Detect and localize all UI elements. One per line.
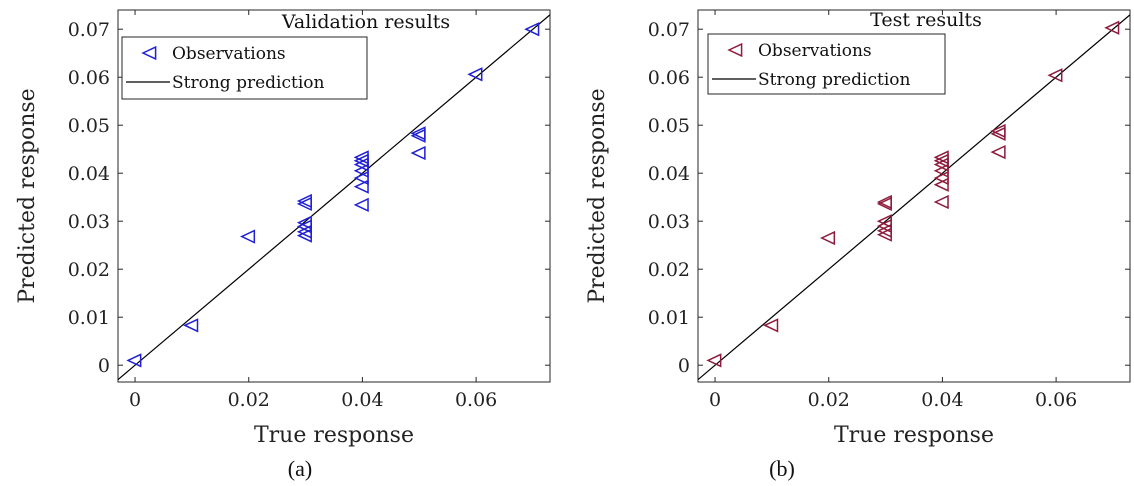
observation-point [933,194,949,210]
observation-point [763,318,779,333]
x-tick-label: 0.02 [808,389,850,411]
legend-marker-observations [727,42,743,58]
observation-point [933,163,949,178]
legend-box [121,36,368,100]
plot-title: Test results [870,9,982,31]
observation-point [296,193,312,209]
y-tick-label: 0.07 [68,19,110,41]
legend-label-strong-prediction: Strong prediction [172,73,324,93]
legend-label-observations: Observations [758,41,872,61]
observation-point [353,163,369,178]
observation-point [876,227,892,242]
observation-point [467,67,483,82]
observation-point [933,177,949,192]
plot-title: Validation results [281,11,450,33]
y-axis-title: Predicted response [585,88,610,303]
y-tick-label: 0.05 [648,115,690,137]
y-tick-label: 0.07 [648,19,690,41]
y-axis-title: Predicted response [15,88,40,303]
observation-point [410,128,426,143]
observation-point [876,194,892,210]
x-tick-label: 0.06 [455,389,497,411]
observation-point [183,318,199,333]
y-tick-label: 0.03 [68,211,110,233]
observation-point [126,353,142,368]
x-tick-label: 0 [709,389,721,411]
y-tick-label: 0.06 [648,67,690,89]
chart-panel-a: 0 0.02 0.04 0.06 0 0.01 0.02 0.03 0.04 0.05 0.06 0.… [15,9,551,481]
y-tick-label: 0.04 [648,163,690,185]
y-tick-label: 0.01 [648,307,690,329]
y-tick-label: 0 [678,355,690,377]
observation-point [706,353,722,368]
observation-point [1047,68,1063,83]
observation-point [410,145,426,161]
x-tick-label: 0.06 [1035,389,1077,411]
legend-label-strong-prediction: Strong prediction [758,70,910,90]
observation-point [990,144,1006,160]
legend-label-observations: Observations [172,44,286,64]
panel-caption: (b) [769,456,795,481]
y-tick-label: 0.01 [68,307,110,329]
x-tick-label: 0 [129,389,141,411]
legend-box [707,33,946,95]
observation-point [353,179,369,194]
x-axis-title: True response [834,423,994,448]
x-axis-title: True response [254,423,414,448]
observation-point [990,126,1006,141]
chart-panel-b: 0 0.02 0.04 0.06 0 0.01 0.02 0.03 0.04 0.05 0.06 0.… [585,9,1131,481]
observation-point [524,22,540,37]
observation-point [353,197,369,213]
observation-point [239,229,256,244]
legend-marker-observations [141,45,157,61]
y-tick-label: 0.06 [68,67,110,89]
y-tick-label: 0.04 [68,163,110,185]
observation-point [1104,20,1120,35]
panel-caption: (a) [288,456,312,481]
y-tick-label: 0.02 [68,259,110,281]
observation-point [819,230,836,246]
y-tick-label: 0.02 [648,259,690,281]
observation-point [296,228,312,243]
x-tick-label: 0.02 [228,389,270,411]
y-tick-label: 0 [98,355,110,377]
y-tick-label: 0.03 [648,211,690,233]
x-tick-label: 0.04 [921,389,963,411]
y-tick-label: 0.05 [68,115,110,137]
observation-point [353,170,369,186]
x-tick-label: 0.04 [341,389,383,411]
